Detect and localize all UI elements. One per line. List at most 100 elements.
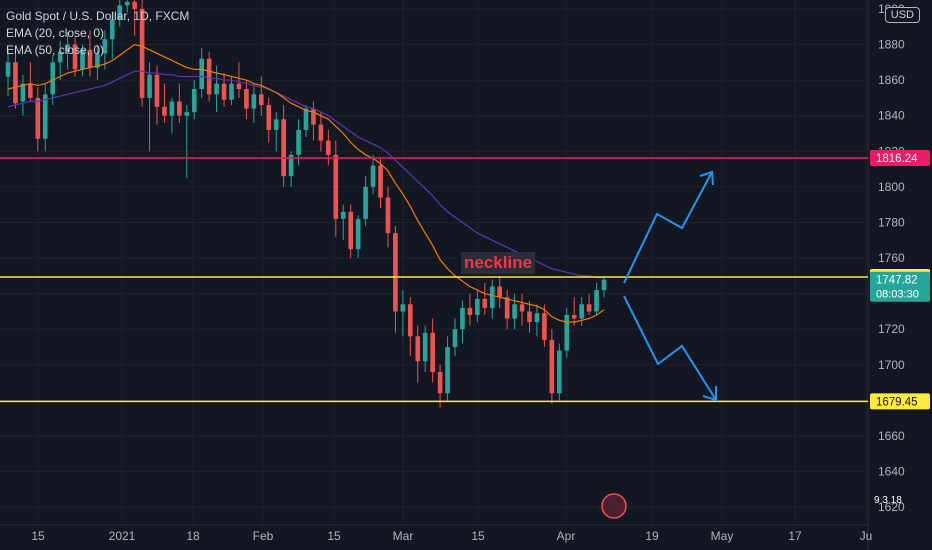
candle xyxy=(430,318,435,383)
price-badge-countdown: 08:03:30 xyxy=(876,289,919,301)
candle-body xyxy=(244,88,249,109)
candle xyxy=(489,279,495,319)
candle xyxy=(191,80,197,120)
candle xyxy=(57,40,63,81)
candle xyxy=(266,97,272,143)
candle xyxy=(407,297,413,356)
candle xyxy=(35,87,41,152)
candle xyxy=(244,80,249,120)
candle xyxy=(72,37,78,77)
candle xyxy=(579,297,584,326)
candle-body xyxy=(422,332,428,362)
price-badge: 1747.82 08:03:30 xyxy=(870,271,930,302)
candle xyxy=(80,44,85,77)
candle-body xyxy=(489,286,495,308)
candle-body xyxy=(162,106,167,116)
price-badge-label: 1679.45 xyxy=(876,396,918,408)
neckline-label: neckline xyxy=(461,252,536,274)
candle xyxy=(378,158,383,209)
event-marker[interactable]: 9 3 18 xyxy=(874,495,902,506)
price-badge: 1679.45 xyxy=(870,393,930,410)
candle xyxy=(497,275,503,308)
candle-body xyxy=(333,154,339,219)
candle xyxy=(571,297,577,326)
candle xyxy=(147,62,152,152)
bullish-arrowhead xyxy=(699,170,714,186)
candle xyxy=(229,76,234,105)
ema50-legend[interactable]: EMA (50, close, 0) xyxy=(6,43,105,57)
candle-body xyxy=(318,124,324,141)
candle xyxy=(251,83,257,123)
candle-body xyxy=(42,94,48,139)
candle xyxy=(475,290,480,323)
currency-button[interactable]: USD xyxy=(884,7,920,23)
candle-body xyxy=(482,298,488,308)
candle-body xyxy=(184,112,190,116)
candle xyxy=(355,215,361,259)
candle xyxy=(549,329,555,404)
candle xyxy=(482,282,488,315)
candle-body xyxy=(288,154,294,177)
x-tick-label: 15 xyxy=(327,529,341,543)
candle xyxy=(13,51,18,109)
candle xyxy=(236,62,242,98)
x-tick-label: Ju xyxy=(860,529,873,543)
candle-body xyxy=(13,62,18,104)
candle-body xyxy=(430,332,435,372)
candle xyxy=(527,300,532,333)
candle-body xyxy=(154,74,160,107)
candle xyxy=(534,304,540,337)
candle-body xyxy=(594,290,599,312)
x-tick-label: 17 xyxy=(788,529,802,543)
candle xyxy=(177,83,182,123)
ema20-legend[interactable]: EMA (20, close, 0) xyxy=(6,26,105,40)
candle xyxy=(504,290,510,330)
x-tick-label: May xyxy=(711,529,734,543)
candle xyxy=(452,318,458,356)
candle-body xyxy=(147,74,152,98)
candle-body xyxy=(504,297,510,319)
candle xyxy=(318,112,324,152)
candle-body xyxy=(80,49,85,70)
candle xyxy=(340,204,346,241)
candle-body xyxy=(169,101,175,116)
candle xyxy=(139,0,145,107)
candle-body xyxy=(519,304,525,312)
candle xyxy=(28,62,33,102)
candle xyxy=(199,48,205,98)
candle xyxy=(385,186,391,248)
candle-body xyxy=(117,5,123,20)
candle-body xyxy=(87,49,93,68)
candle xyxy=(348,204,354,259)
candle xyxy=(124,0,130,13)
symbol-title[interactable]: Gold Spot / U.S. Dollar, 1D, FXCM xyxy=(6,9,190,23)
candle-body xyxy=(303,108,309,130)
price-badge-bg xyxy=(870,393,930,410)
candle-body xyxy=(296,129,301,155)
x-tick-label: 15 xyxy=(471,529,485,543)
candle-body xyxy=(571,315,577,319)
y-tick-label: 1700 xyxy=(878,358,905,372)
candle-body xyxy=(348,211,354,250)
candle xyxy=(512,293,517,330)
y-tick-label: 1800 xyxy=(878,180,905,194)
candle-body xyxy=(177,101,182,116)
y-tick-label: 1860 xyxy=(878,73,905,87)
ema20-line xyxy=(7,43,605,323)
candle xyxy=(42,83,48,152)
candle xyxy=(333,140,339,237)
candle xyxy=(281,105,286,187)
candle-body xyxy=(445,347,450,394)
candle xyxy=(20,74,26,116)
candle-body xyxy=(363,186,368,219)
candle-body xyxy=(124,1,130,6)
candle xyxy=(467,293,473,326)
candle-body xyxy=(400,304,406,312)
candle-body xyxy=(65,44,70,52)
candle-body xyxy=(132,1,137,9)
candle xyxy=(437,364,443,408)
bearish-arrowhead xyxy=(702,386,717,402)
candle xyxy=(415,325,421,383)
price-badge-label: 1816.24 xyxy=(876,153,918,165)
